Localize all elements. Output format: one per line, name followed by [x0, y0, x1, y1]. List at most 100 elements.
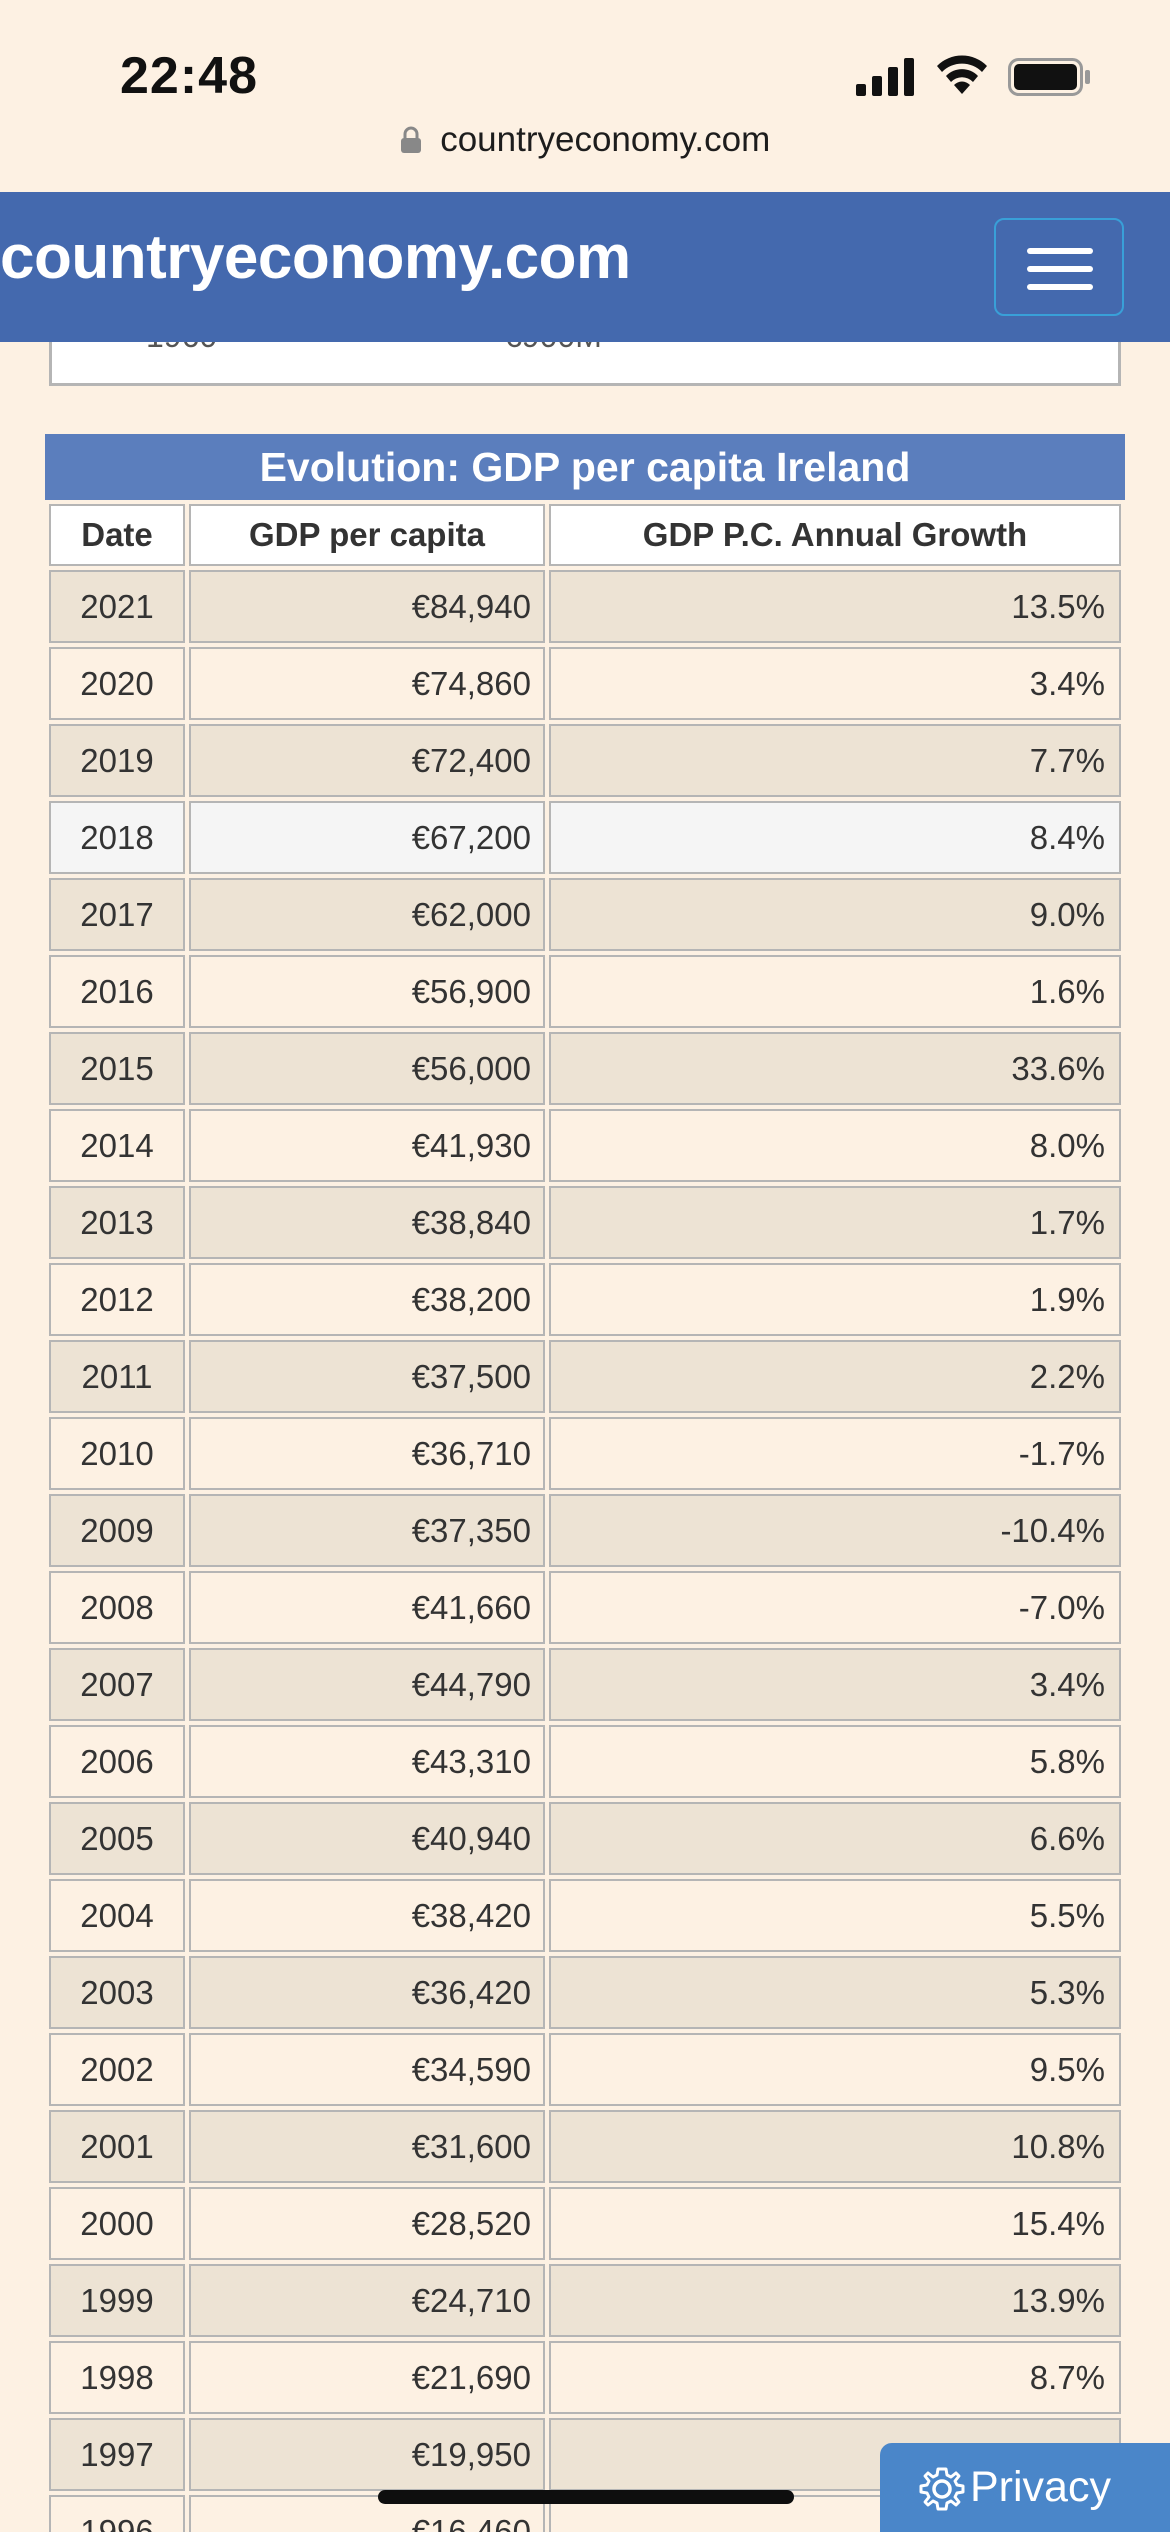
column-header-gdp-per-capita[interactable]: GDP per capita [189, 504, 545, 566]
cell-annual-growth: 9.0% [549, 878, 1121, 951]
cellular-signal-icon [856, 58, 914, 96]
cell-annual-growth: 5.8% [549, 1725, 1121, 1798]
cell-annual-growth: 5.3% [549, 1956, 1121, 2029]
table-row: 2003 €36,420 5.3% [49, 1956, 1121, 2029]
table-row: 2001 €31,600 10.8% [49, 2110, 1121, 2183]
table-row: 1999 €24,710 13.9% [49, 2264, 1121, 2337]
table-row: 2020 €74,860 3.4% [49, 647, 1121, 720]
gear-icon [919, 2467, 965, 2511]
cell-gdp-per-capita: €37,350 [189, 1494, 545, 1567]
cell-date: 2014 [49, 1109, 185, 1182]
cell-gdp-per-capita: €38,840 [189, 1186, 545, 1259]
gdp-evolution-section: Evolution: GDP per capita Ireland Date G… [45, 434, 1125, 2532]
cell-gdp-per-capita: €19,950 [189, 2418, 545, 2491]
table-row: 2016 €56,900 1.6% [49, 955, 1121, 1028]
cell-gdp-per-capita: €38,200 [189, 1263, 545, 1336]
cell-annual-growth: 13.5% [549, 570, 1121, 643]
cell-date: 2016 [49, 955, 185, 1028]
cell-date: 2005 [49, 1802, 185, 1875]
cell-gdp-per-capita: €72,400 [189, 724, 545, 797]
cell-gdp-per-capita: €40,940 [189, 1802, 545, 1875]
cell-gdp-per-capita: €62,000 [189, 878, 545, 951]
cell-gdp-per-capita: €74,860 [189, 647, 545, 720]
status-time: 22:48 [120, 47, 258, 105]
table-row: 2008 €41,660 -7.0% [49, 1571, 1121, 1644]
cell-gdp-per-capita: €44,790 [189, 1648, 545, 1721]
cell-date: 2021 [49, 570, 185, 643]
cell-date: 2007 [49, 1648, 185, 1721]
cell-gdp-per-capita: €41,660 [189, 1571, 545, 1644]
status-bar: 22:48 [0, 0, 1170, 120]
table-row: 2005 €40,940 6.6% [49, 1802, 1121, 1875]
cell-annual-growth: 15.4% [549, 2187, 1121, 2260]
cell-date: 1997 [49, 2418, 185, 2491]
cell-date: 2010 [49, 1417, 185, 1490]
cell-annual-growth: 33.6% [549, 1032, 1121, 1105]
cell-date: 2013 [49, 1186, 185, 1259]
cell-gdp-per-capita: €41,930 [189, 1109, 545, 1182]
cell-annual-growth: 7.7% [549, 724, 1121, 797]
lock-icon [400, 126, 421, 153]
browser-url-bar[interactable]: countryeconomy.com [0, 120, 1170, 192]
cell-gdp-per-capita: €36,420 [189, 1956, 545, 2029]
home-indicator[interactable] [378, 2490, 794, 2504]
table-row: 2000 €28,520 15.4% [49, 2187, 1121, 2260]
cell-gdp-per-capita: €84,940 [189, 570, 545, 643]
cell-gdp-per-capita: €36,710 [189, 1417, 545, 1490]
cell-date: 2006 [49, 1725, 185, 1798]
table-row: 2018 €67,200 8.4% [49, 801, 1121, 874]
cell-date: 2003 [49, 1956, 185, 2029]
cell-gdp-per-capita: €43,310 [189, 1725, 545, 1798]
cell-annual-growth: 1.9% [549, 1263, 1121, 1336]
gdp-per-capita-table: Date GDP per capita GDP P.C. Annual Grow… [45, 500, 1125, 2532]
table-row: 2011 €37,500 2.2% [49, 1340, 1121, 1413]
cell-annual-growth: 13.9% [549, 2264, 1121, 2337]
menu-icon-bar [1027, 248, 1093, 254]
cell-gdp-per-capita: €31,600 [189, 2110, 545, 2183]
cell-date: 2019 [49, 724, 185, 797]
cell-annual-growth: 3.4% [549, 1648, 1121, 1721]
table-header-row: Date GDP per capita GDP P.C. Annual Grow… [49, 504, 1121, 566]
table-row: 1997 €19,950 [49, 2418, 1121, 2491]
cell-date: 2009 [49, 1494, 185, 1567]
table-row: 2010 €36,710 -1.7% [49, 1417, 1121, 1490]
table-row: 2002 €34,590 9.5% [49, 2033, 1121, 2106]
cell-date: 2017 [49, 878, 185, 951]
cell-annual-growth: 8.0% [549, 1109, 1121, 1182]
browser-url: countryeconomy.com [440, 120, 771, 159]
menu-icon-bar [1027, 284, 1093, 290]
table-row: 2021 €84,940 13.5% [49, 570, 1121, 643]
cell-gdp-per-capita: €21,690 [189, 2341, 545, 2414]
cell-date: 2004 [49, 1879, 185, 1952]
cell-annual-growth: 10.8% [549, 2110, 1121, 2183]
cell-annual-growth: 1.6% [549, 955, 1121, 1028]
battery-icon [1008, 58, 1090, 96]
cell-gdp-per-capita: €28,520 [189, 2187, 545, 2260]
table-row: 2004 €38,420 5.5% [49, 1879, 1121, 1952]
cell-annual-growth: 3.4% [549, 647, 1121, 720]
cell-gdp-per-capita: €67,200 [189, 801, 545, 874]
cell-date: 2020 [49, 647, 185, 720]
cell-date: 1999 [49, 2264, 185, 2337]
cell-gdp-per-capita: €24,710 [189, 2264, 545, 2337]
site-logo[interactable]: countryeconomy.com [0, 223, 631, 292]
cell-gdp-per-capita: €56,900 [189, 955, 545, 1028]
prev-table-value: €900M [504, 342, 602, 355]
table-row: 2007 €44,790 3.4% [49, 1648, 1121, 1721]
column-header-annual-growth[interactable]: GDP P.C. Annual Growth [549, 504, 1121, 566]
cell-annual-growth: 1.7% [549, 1186, 1121, 1259]
column-header-date[interactable]: Date [49, 504, 185, 566]
hamburger-menu-button[interactable] [994, 218, 1124, 316]
cell-date: 2002 [49, 2033, 185, 2106]
prev-table-year: 1960 [146, 342, 217, 355]
privacy-label: Privacy [970, 2463, 1111, 2511]
wifi-icon [937, 55, 987, 94]
cell-gdp-per-capita: €38,420 [189, 1879, 545, 1952]
cell-annual-growth: 8.4% [549, 801, 1121, 874]
cell-date: 2018 [49, 801, 185, 874]
table-row: 2013 €38,840 1.7% [49, 1186, 1121, 1259]
privacy-button[interactable]: Privacy [880, 2443, 1170, 2532]
cell-date: 2008 [49, 1571, 185, 1644]
table-row: 1996 €16,460 [49, 2495, 1121, 2532]
table-row: 2009 €37,350 -10.4% [49, 1494, 1121, 1567]
